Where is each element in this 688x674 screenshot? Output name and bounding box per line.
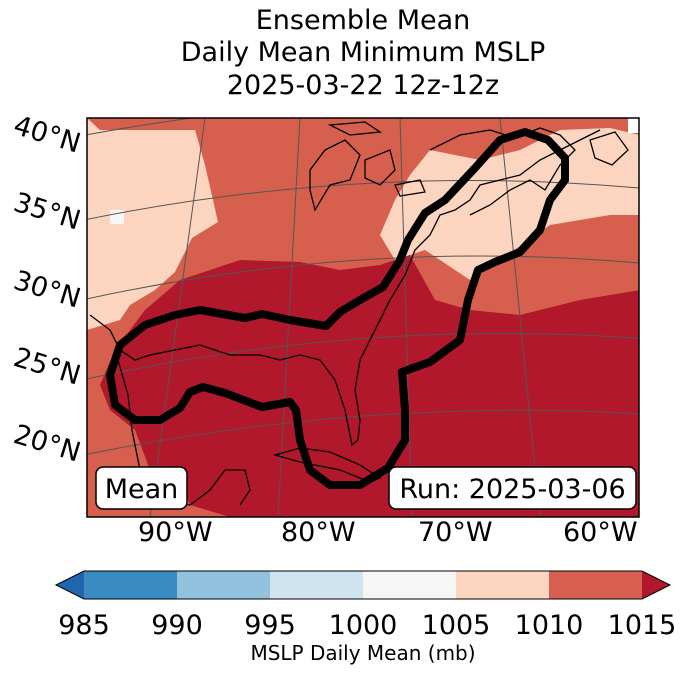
- mean-box: Mean: [95, 466, 188, 510]
- colorbar-seg-1010-1015: [549, 571, 642, 599]
- colorbar-outline: [54, 570, 672, 600]
- lat-label-40: 40°N: [10, 110, 84, 160]
- lon-line-70: [399, 118, 413, 517]
- field-patch-2: [628, 118, 639, 133]
- lat-label-35: 35°N: [10, 187, 84, 237]
- colorbar-seg-985-990: [84, 571, 177, 599]
- coast-canada: [429, 127, 576, 216]
- lat-label-20: 20°N: [10, 419, 84, 469]
- coast-gulf-atlantic: [89, 129, 601, 447]
- colorbar-tick-1005: 1005: [422, 610, 491, 641]
- lat-label-25: 25°N: [10, 342, 84, 392]
- colorbar-tick-1000: 1000: [329, 610, 398, 641]
- title-line-3: 2025-03-22 12z-12z: [226, 70, 500, 101]
- run-box-frame: [388, 466, 637, 510]
- lon-label-70: 70°W: [418, 517, 493, 548]
- coast-cuba: [272, 447, 382, 483]
- colorbar-tick-985: 985: [58, 610, 110, 641]
- coast-newfoundland: [589, 131, 629, 166]
- lon-label-90: 90°W: [138, 517, 213, 548]
- mean-box-frame: [95, 466, 188, 510]
- run-box: Run: 2025-03-06: [388, 466, 637, 510]
- colorbar-tick-990: 990: [151, 610, 203, 641]
- lon-label-60: 60°W: [563, 517, 638, 548]
- colorbar-tick-1010: 1010: [515, 610, 584, 641]
- colorbar-under-arrow: [56, 571, 84, 599]
- field-over-1015: [100, 255, 639, 517]
- colorbar-seg-995-1000: [270, 571, 363, 599]
- lat-line-25: [87, 332, 639, 380]
- lon-label-80: 80°W: [281, 517, 356, 548]
- colorbar-over-arrow: [642, 571, 670, 599]
- colorbar-seg-990-995: [177, 571, 270, 599]
- field-patch: [110, 210, 124, 224]
- colorbar-title: MSLP Daily Mean (mb): [250, 641, 475, 665]
- colorbar-tick-1015: 1015: [608, 610, 677, 641]
- lon-labels: 90°W 80°W 70°W 60°W: [138, 517, 638, 548]
- title-line-2: Daily Mean Minimum MSLP: [180, 37, 546, 68]
- coast-great-lakes: [309, 121, 426, 212]
- map-frame: [86, 117, 640, 518]
- mean-box-label: Mean: [105, 474, 179, 505]
- colorbar-seg-1000-1005: [363, 571, 456, 599]
- lat-line-30: [87, 255, 639, 300]
- lat-line-40: [87, 118, 196, 136]
- map-field: [87, 118, 639, 517]
- lat-line-35: [87, 180, 639, 220]
- colorbar: 985 990 995 1000 1005 1010 1015 MSLP Dai…: [54, 570, 677, 665]
- mean-contour: [106, 128, 569, 489]
- colorbar-seg-1005-1010: [456, 571, 549, 599]
- title-line-1: Ensemble Mean: [255, 5, 471, 36]
- lat-label-30: 30°N: [10, 265, 84, 315]
- run-box-label: Run: 2025-03-06: [399, 474, 625, 505]
- lat-labels: 40°N 35°N 30°N 25°N 20°N: [10, 110, 84, 469]
- lon-line-60: [499, 118, 541, 517]
- colorbar-tick-995: 995: [244, 610, 296, 641]
